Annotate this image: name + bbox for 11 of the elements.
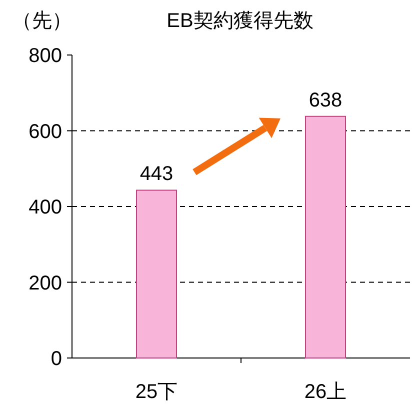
x-tick-label: 25下 <box>135 381 178 403</box>
chart-title: EB契約獲得先数 <box>166 10 314 32</box>
data-label: 638 <box>308 89 342 112</box>
y-tick-label: 800 <box>28 45 62 67</box>
y-tick-label: 400 <box>28 196 62 218</box>
y-tick-label: 200 <box>28 272 62 294</box>
x-tick-label: 26上 <box>304 381 347 403</box>
y-tick-label: 600 <box>28 120 62 143</box>
y-tick-label: 0 <box>50 348 62 370</box>
y-axis-title: （先） <box>12 10 72 32</box>
data-label: 443 <box>140 163 174 186</box>
